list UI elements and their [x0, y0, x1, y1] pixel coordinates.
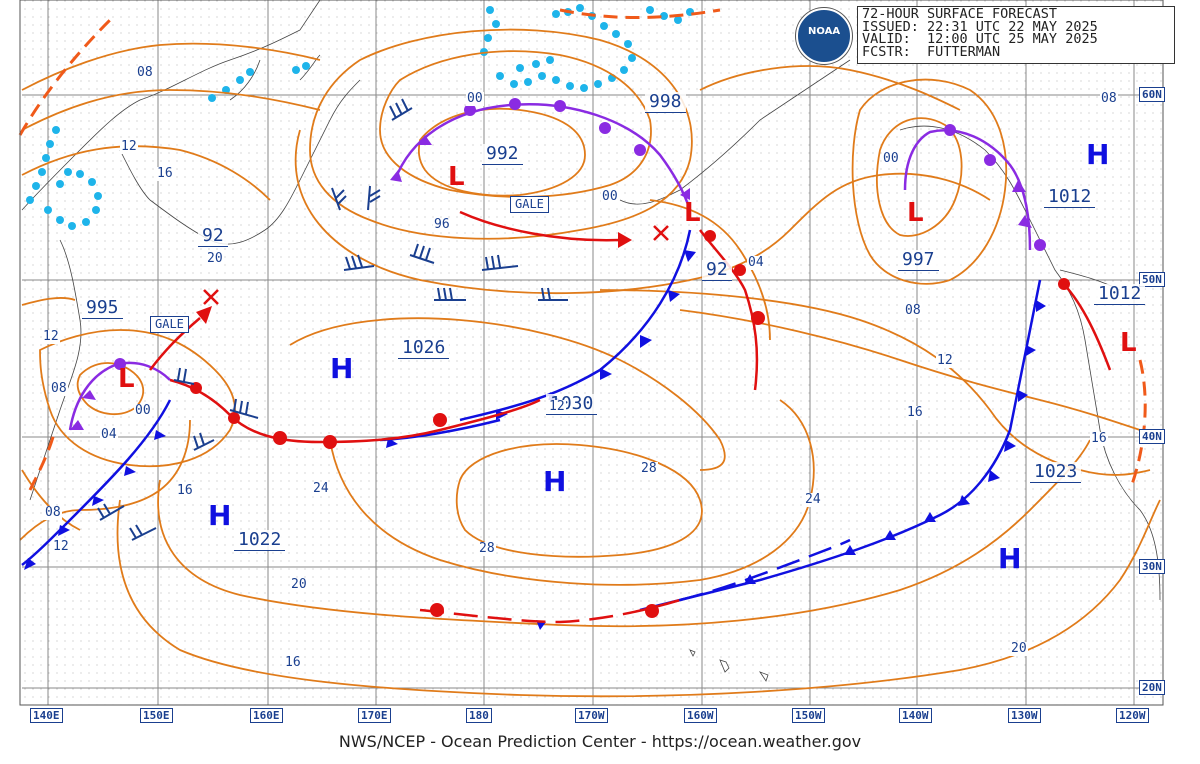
dissipating-front [419, 538, 851, 624]
gale-warning-label: GALE [510, 196, 549, 213]
isobar-value-label: 24 [312, 481, 330, 496]
longitude-label: 140W [899, 708, 932, 723]
low-pressure-center: L [448, 162, 465, 192]
isobar-value-label: 04 [747, 255, 765, 270]
isobar-value-label: 00 [134, 403, 152, 418]
central-pressure-value: 1023 [1030, 462, 1082, 483]
isobar-value-label: 96 [433, 217, 451, 232]
central-pressure-value: 1012 [1094, 284, 1146, 305]
longitude-label: 120W [1116, 708, 1149, 723]
forecast-pressure-value: 92 [198, 226, 228, 247]
isobar-value-label: 12 [120, 139, 138, 154]
valid-time: VALID: 12:00 UTC 25 MAY 2025 [862, 31, 1098, 47]
longitude-label: 160W [684, 708, 717, 723]
isobar-value-label: 16 [156, 166, 174, 181]
noaa-logo: NOAA [796, 8, 852, 64]
latitude-label: 40N [1139, 429, 1165, 444]
isobar-value-label: 16 [906, 405, 924, 420]
high-pressure-center: H [1086, 138, 1110, 171]
storm-tracks [149, 210, 621, 371]
longitude-label: 160E [250, 708, 283, 723]
isobar-value-label: 08 [904, 303, 922, 318]
forecast-title: 72-HOUR SURFACE FORECAST [862, 6, 1058, 22]
central-pressure-value: 998 [645, 92, 686, 113]
longitude-label: 170E [358, 708, 391, 723]
wind-barbs [97, 98, 568, 541]
longitude-label: 180 [466, 708, 492, 723]
forecast-pressure-value: 92 [702, 260, 732, 281]
isobar-value-label: 16 [1090, 431, 1108, 446]
isobar-value-label: 08 [136, 65, 154, 80]
high-pressure-center: H [998, 542, 1022, 575]
isobar-value-label: 20 [1010, 641, 1028, 656]
occluded-front-symbols [70, 98, 1046, 430]
isobar-value-label: 20 [206, 251, 224, 266]
forecast-info-box: 72-HOUR SURFACE FORECAST ISSUED: 22:31 U… [857, 6, 1175, 64]
central-pressure-value: 997 [898, 250, 939, 271]
isobar-value-label: 12 [548, 399, 566, 414]
longitude-label: 140E [30, 708, 63, 723]
map-frame [19, 0, 1164, 706]
warm-front-semicircles [190, 230, 1070, 449]
low-pressure-center: L [684, 198, 701, 228]
isobar-value-label: 04 [100, 427, 118, 442]
central-pressure-value: 1022 [234, 530, 286, 551]
latitude-label: 30N [1139, 559, 1165, 574]
low-pressure-center: L [118, 364, 135, 394]
longitude-label: 170W [575, 708, 608, 723]
issued-time: ISSUED: 22:31 UTC 22 MAY 2025 [862, 18, 1098, 35]
isobar-value-label: 12 [42, 329, 60, 344]
isobar-value-label: 28 [640, 461, 658, 476]
noaa-logo-text: NOAA [808, 26, 841, 37]
latitude-label: 20N [1139, 680, 1165, 695]
isobar-value-label: 16 [176, 483, 194, 498]
latitude-label: 60N [1139, 87, 1165, 102]
isobar-value-label: 00 [882, 151, 900, 166]
high-pressure-center: H [330, 352, 354, 385]
dissipating-front-symbols [430, 603, 659, 618]
central-pressure-value: 1012 [1044, 187, 1096, 208]
high-pressure-center: H [998, 542, 1022, 575]
central-pressure-value: 1026 [398, 338, 450, 359]
isobar-value-label: 28 [478, 541, 496, 556]
trough-lines [18, 8, 1147, 491]
latitude-label: 50N [1139, 272, 1165, 287]
isobar-value-label: 08 [1100, 91, 1118, 106]
low-positions-x [203, 225, 669, 305]
longitude-label: 150W [792, 708, 825, 723]
isobar-value-label: 16 [284, 655, 302, 670]
isobar-value-label: 00 [466, 91, 484, 106]
central-pressure-value: 992 [482, 144, 523, 165]
sea-ice-edge [26, 4, 694, 230]
high-pressure-center: H [208, 499, 232, 532]
isobar-value-label: 20 [290, 577, 308, 592]
isobar-value-label: 12 [52, 539, 70, 554]
isobar-value-label: 08 [50, 381, 68, 396]
longitude-label: 150E [140, 708, 173, 723]
forecaster: FCSTR: FUTTERMAN [862, 43, 1001, 60]
central-pressure-value: 995 [82, 298, 123, 319]
high-pressure-center: H [543, 465, 567, 498]
isobar-value-label: 00 [601, 189, 619, 204]
storm-track-arrows [196, 232, 632, 324]
isobar-value-label: 24 [804, 492, 822, 507]
gale-warning-label: GALE [150, 316, 189, 333]
isobar-value-label: 08 [44, 505, 62, 520]
low-pressure-center: L [907, 198, 924, 228]
low-pressure-center: L [1120, 328, 1137, 358]
isobar-value-label: 12 [936, 353, 954, 368]
footer-credit: NWS/NCEP - Ocean Prediction Center - htt… [338, 732, 862, 751]
longitude-label: 130W [1008, 708, 1041, 723]
